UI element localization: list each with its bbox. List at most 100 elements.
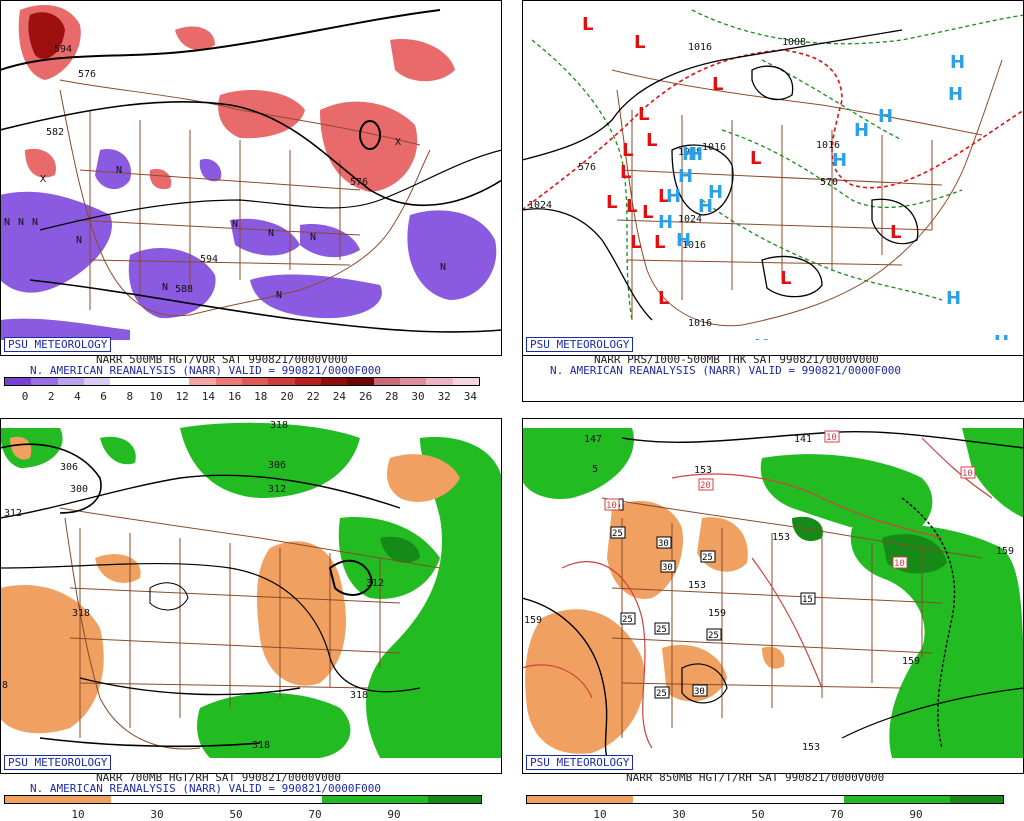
colorbar-tick-label: 34 bbox=[463, 390, 478, 403]
colorbar-tick-label: 8 bbox=[126, 390, 134, 403]
temperature-label: 15 bbox=[802, 595, 813, 605]
colorbar-ticks: 10 30 50 70 90 bbox=[522, 808, 1024, 821]
contour-label: 318 bbox=[252, 740, 270, 751]
high-marker: H bbox=[832, 150, 847, 171]
thickness-label: 576 bbox=[578, 162, 596, 173]
extrema-letter: N bbox=[440, 262, 446, 273]
temperature-label-box bbox=[660, 560, 676, 573]
high-marker: H bbox=[950, 52, 965, 73]
map-frame bbox=[522, 418, 1024, 774]
colorbar-segment bbox=[31, 378, 58, 385]
isobar-label: 1008 bbox=[782, 37, 806, 48]
colorbar-segment bbox=[950, 796, 1004, 803]
colorbar-segment bbox=[136, 378, 163, 385]
high-marker: H bbox=[948, 84, 963, 105]
map-graphic: 306 300 312 306 312 318 312 318 318 318 … bbox=[0, 420, 502, 758]
low-marker: L bbox=[890, 222, 901, 243]
isotherms bbox=[522, 437, 993, 749]
colorbar-tick-label: 10 bbox=[149, 390, 163, 403]
low-marker: L bbox=[780, 268, 791, 289]
colorbar-segment bbox=[294, 378, 321, 385]
colorbar-tick-label: 10 bbox=[71, 808, 85, 821]
high-marker: H bbox=[666, 186, 681, 207]
colorbar-segment bbox=[216, 796, 270, 803]
colorbar-segment bbox=[322, 796, 376, 803]
contour-label: 8 bbox=[2, 680, 8, 691]
colorbar-tick-label: 2 bbox=[47, 390, 55, 403]
caption-product: NARR PRS/1000-500MB THK SAT 990821/0000V… bbox=[594, 353, 879, 366]
contour-label: 312 bbox=[366, 578, 384, 589]
contour-label: 159 bbox=[708, 608, 726, 619]
colorbar-segment bbox=[57, 378, 84, 385]
colorbar-segment bbox=[163, 796, 217, 803]
map-graphic: 147 5 153 159 153 153 159 153 159 159 14… bbox=[522, 428, 1024, 758]
temperature-label: 25 bbox=[708, 631, 719, 641]
saturated-shading bbox=[380, 536, 420, 563]
colorbar-tick-label: 50 bbox=[229, 808, 243, 821]
temperature-label-box bbox=[706, 628, 722, 641]
colorbar-segment bbox=[83, 378, 111, 385]
colorbar-segment bbox=[527, 796, 580, 803]
colorbar-tick-label: 10 bbox=[593, 808, 607, 821]
map-pressure: 1016 1008 1024 1016 1016 1008 1016 1016 … bbox=[522, 0, 1024, 340]
contour-label: 153 bbox=[802, 742, 820, 753]
temperature-label-box bbox=[610, 526, 626, 539]
dry-shading bbox=[525, 500, 785, 754]
576-thickness-line bbox=[522, 49, 1024, 211]
map-850mb: 147 5 153 159 153 153 159 153 159 159 14… bbox=[522, 418, 1024, 758]
low-pressure-markers: L L L L L L L L L L L L L L L L L bbox=[582, 14, 901, 309]
colorbar-tick-label: 70 bbox=[308, 808, 322, 821]
contour-label: 159 bbox=[524, 615, 542, 626]
isobar-label: 1008 bbox=[678, 147, 702, 158]
contour-label: 5 bbox=[592, 464, 598, 475]
colorbar-tick-label: 90 bbox=[387, 808, 401, 821]
colorbar-ticks: 0 2 4 6 8 10 12 14 16 18 20 22 24 26 28 30 32 34 bbox=[0, 390, 502, 403]
caption-product: NARR 850MB HGT/T/RH SAT 990821/0000V000 bbox=[626, 771, 885, 784]
colorbar-segment bbox=[738, 796, 792, 803]
colorbar-tick-label: 24 bbox=[332, 390, 347, 403]
colorbar-segment bbox=[268, 378, 295, 385]
temperature-label-box bbox=[654, 686, 670, 699]
colorbar-tick-label: 20 bbox=[280, 390, 294, 403]
colorbar-segment bbox=[110, 796, 164, 803]
colorbar-segment bbox=[897, 796, 951, 803]
height-contours bbox=[0, 9, 502, 333]
temperature-label-box bbox=[692, 684, 708, 697]
contour-label: 318 bbox=[72, 608, 90, 619]
high-marker: H bbox=[678, 166, 693, 187]
temperature-label: 25 bbox=[656, 689, 667, 699]
low-marker: L bbox=[712, 74, 723, 95]
map-graphic: 582 576 594 588 576 594 X N N N N N N N … bbox=[0, 5, 502, 340]
temperature-labels: 10201525303025152525253025101010 bbox=[604, 430, 976, 699]
extrema-letter: N bbox=[310, 232, 316, 243]
temperature-label-box bbox=[620, 612, 636, 625]
colorbar-segment bbox=[320, 378, 348, 385]
colorbar-tick-label: 26 bbox=[358, 390, 373, 403]
extrema-letter: N bbox=[4, 217, 10, 228]
colorbar-segment bbox=[375, 796, 429, 803]
height-contours bbox=[0, 443, 421, 748]
low-marker: L bbox=[654, 232, 665, 253]
panel-700mb-rh: 306 300 312 306 312 318 312 318 318 318 … bbox=[0, 418, 502, 821]
psu-meteorology-badge: PSU METEOROLOGY bbox=[526, 755, 634, 770]
colorbar-segment bbox=[5, 796, 58, 803]
temperature-label-box bbox=[656, 536, 672, 549]
colorbar-tick-label: 18 bbox=[254, 390, 268, 403]
map-frame bbox=[0, 0, 502, 356]
high-marker: H bbox=[754, 336, 769, 340]
temperature-label: 10 bbox=[962, 469, 973, 479]
colorbar bbox=[4, 377, 480, 386]
extrema-letter: X bbox=[40, 174, 46, 185]
panel-500mb-vorticity: 582 576 594 588 576 594 X N N N N N N N … bbox=[0, 0, 502, 403]
temperature-label: 25 bbox=[702, 553, 713, 563]
isobars bbox=[522, 29, 919, 321]
low-marker: L bbox=[582, 14, 593, 35]
isobar-label: 1016 bbox=[702, 142, 726, 153]
high-marker: H bbox=[946, 288, 961, 309]
colorbar-segment bbox=[632, 796, 686, 803]
panel-pressure-thickness: 1016 1008 1024 1016 1016 1008 1016 1016 … bbox=[522, 0, 1024, 402]
temperature-label-box bbox=[800, 592, 816, 605]
extrema-letter: N bbox=[232, 219, 238, 230]
caption-product: NARR 700MB HGT/RH SAT 990821/0000V000 bbox=[96, 771, 342, 784]
low-marker: L bbox=[646, 130, 657, 151]
